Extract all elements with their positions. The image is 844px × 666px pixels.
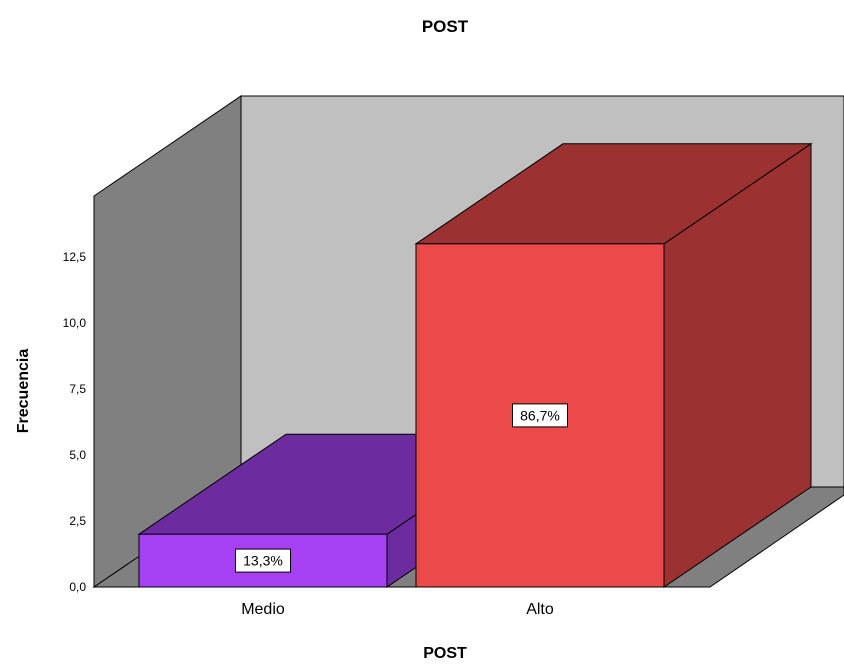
bar-alto: 86,7% <box>414 142 813 588</box>
data-label: 86,7% <box>520 407 560 423</box>
y-tick-label: 5,0 <box>69 448 86 462</box>
x-tick-label: Medio <box>241 601 285 618</box>
x-axis-label: POST <box>423 645 467 662</box>
y-tick-label: 0,0 <box>69 580 86 594</box>
y-tick-label: 12,5 <box>63 250 87 264</box>
y-tick-label: 10,0 <box>63 316 87 330</box>
data-label-box <box>235 548 291 573</box>
data-label-box <box>512 403 568 428</box>
y-tick-label: 7,5 <box>69 382 86 396</box>
y-tick-label: 2,5 <box>69 514 86 528</box>
y-axis-label: Frecuencia <box>15 349 32 434</box>
x-axis-ticks: Medio Alto <box>241 601 554 618</box>
y-axis-ticks: 0,0 2,5 5,0 7,5 10,0 12,5 <box>63 250 87 594</box>
x-tick-label: Alto <box>526 601 554 618</box>
chart-title: POST <box>422 17 469 36</box>
data-label: 13,3% <box>243 553 283 569</box>
bars: 13,3% 86,7% <box>137 142 813 588</box>
